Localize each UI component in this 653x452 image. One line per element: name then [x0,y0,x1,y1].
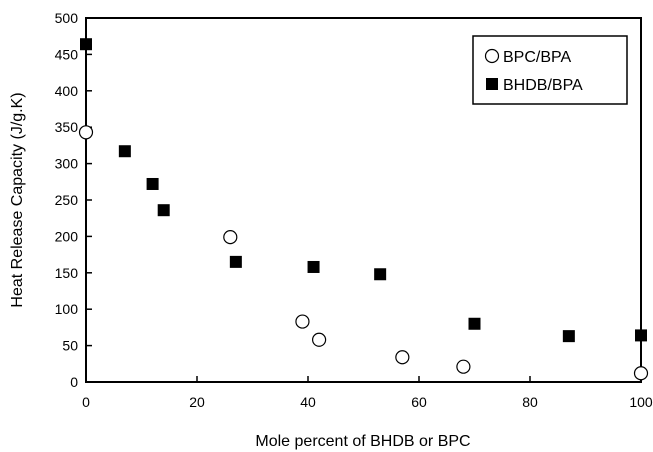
bhdb-bpa-point [374,268,387,281]
y-tick-label: 450 [55,46,79,62]
bpc-bpa-point [78,125,94,140]
bhdb-bpa-point [468,317,481,330]
y-tick-label: 250 [55,192,79,208]
bpc-bpa-point [312,332,327,347]
bhdb-bpa-point [635,329,647,342]
legend-box [472,35,628,105]
bhdb-bpa-point [118,145,131,158]
x-tick-label: 60 [411,394,427,410]
y-tick-label: 0 [70,374,78,390]
y-tick-label: 200 [55,228,79,244]
bpc-bpa-point [295,314,310,329]
x-tick-label: 40 [300,394,316,410]
y-tick-label: 150 [55,265,79,281]
y-tick-label: 500 [55,10,79,26]
y-tick-label: 400 [55,83,79,99]
y-axis-title: Heat Release Capacity (J/g.K) [9,92,26,307]
y-axis-ticks: 0 50 100 150 200 250 300 350 400 450 500 [55,10,92,390]
bhdb-bpa-point [307,260,320,273]
y-tick-label: 50 [62,338,78,354]
legend-label-bpc-bpa: BPC/BPA [503,49,572,66]
legend-label-bhdb-bpa: BHDB/BPA [503,77,583,94]
x-tick-label: 20 [189,394,205,410]
bhdb-bpa-point [157,204,170,217]
bhdb-bpa-point [146,177,159,190]
y-tick-label: 350 [55,119,79,135]
x-tick-label: 0 [82,394,90,410]
x-tick-label: 80 [522,394,538,410]
bhdb-bpa-point [80,38,92,51]
legend-marker-bpc-bpa [484,48,500,64]
bpc-bpa-point [223,230,238,245]
x-axis-title: Mole percent of BHDB or BPC [255,433,470,450]
data-points [78,38,649,381]
bhdb-bpa-point [229,255,242,268]
legend-marker-bhdb-bpa [486,78,498,90]
bpc-bpa-point [395,350,410,365]
bhdb-bpa-point [562,330,575,343]
y-tick-label: 300 [55,156,79,172]
x-tick-label: 100 [629,394,653,410]
bpc-bpa-point [456,359,471,374]
legend: BPC/BPA BHDB/BPA [472,35,628,105]
x-axis-ticks: 0 20 40 60 80 100 [82,376,653,410]
bpc-bpa-point [633,366,649,381]
y-tick-label: 100 [55,301,79,317]
